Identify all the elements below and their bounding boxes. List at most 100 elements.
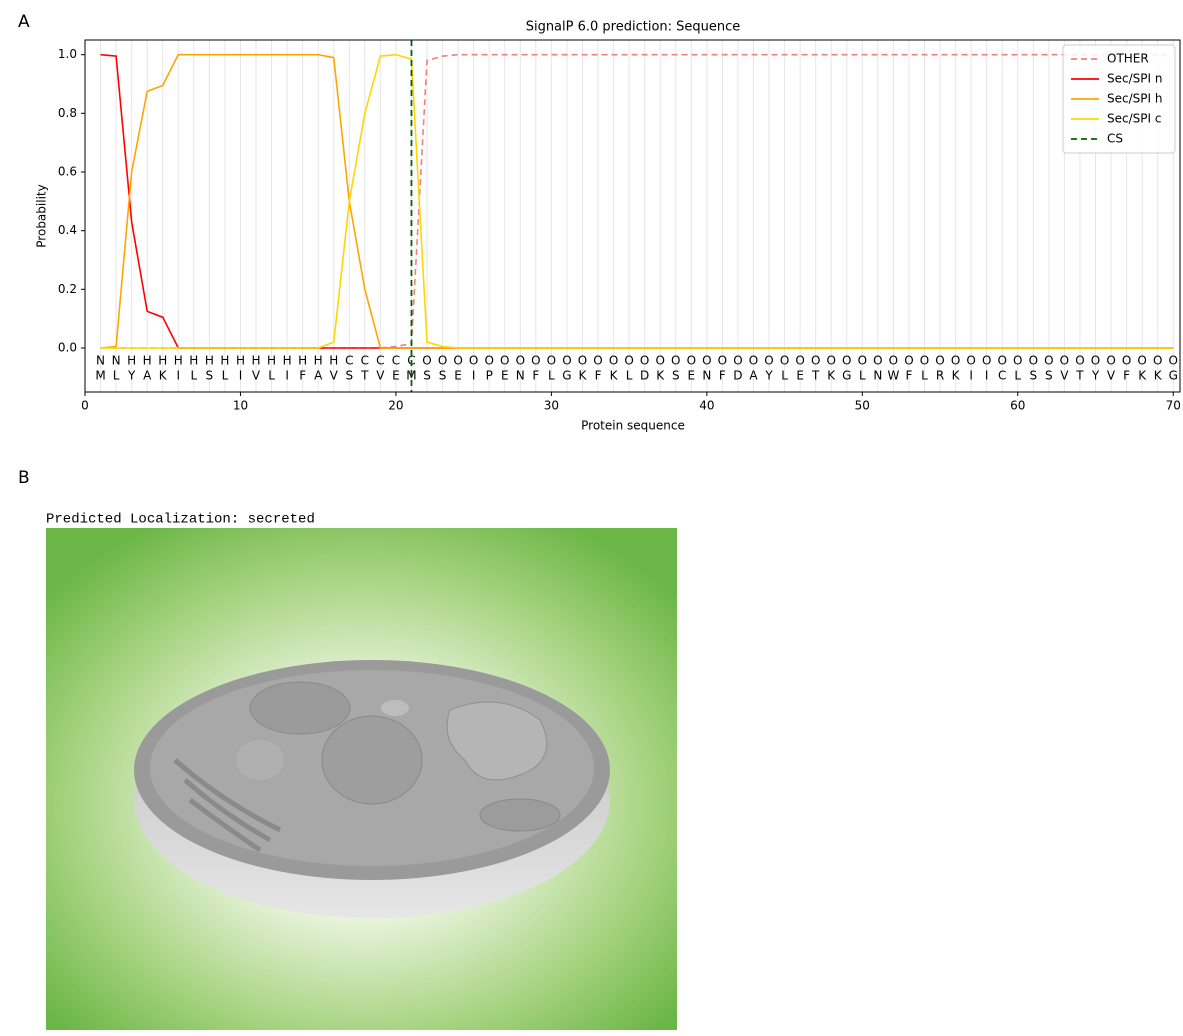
residue-label: R: [936, 369, 944, 383]
residue-label: S: [1029, 369, 1037, 383]
residue-label: I: [285, 369, 289, 383]
region-label: O: [438, 354, 447, 368]
localization-text: Predicted Localization: secreted: [46, 512, 315, 528]
region-label: H: [267, 354, 276, 368]
region-label: O: [1169, 354, 1178, 368]
x-tick-label: 40: [699, 399, 714, 413]
residue-label: S: [345, 369, 353, 383]
region-label: H: [314, 354, 323, 368]
residue-label: L: [781, 369, 788, 383]
residue-label: T: [811, 369, 820, 383]
region-label: O: [1060, 354, 1069, 368]
residue-label: G: [1169, 369, 1178, 383]
residue-label: A: [749, 369, 758, 383]
panel-label: A: [18, 12, 30, 32]
residue-label: V: [330, 369, 339, 383]
residue-label: S: [206, 369, 214, 383]
region-label: H: [143, 354, 152, 368]
region-label: O: [966, 354, 975, 368]
region-label: O: [873, 354, 882, 368]
region-label: O: [624, 354, 633, 368]
residue-label: T: [360, 369, 369, 383]
region-label: O: [500, 354, 509, 368]
region-label: O: [1137, 354, 1146, 368]
region-label: C: [361, 354, 369, 368]
residue-label: E: [501, 369, 509, 383]
x-tick-label: 30: [544, 399, 559, 413]
residue-label: E: [796, 369, 804, 383]
residue-label: T: [1075, 369, 1084, 383]
region-label: O: [593, 354, 602, 368]
region-label: O: [547, 354, 556, 368]
residue-label: N: [702, 369, 711, 383]
region-label: O: [811, 354, 820, 368]
region-label: H: [220, 354, 229, 368]
region-label: H: [298, 354, 307, 368]
residue-label: K: [827, 369, 836, 383]
y-axis-label: Probability: [35, 184, 49, 247]
region-label: H: [205, 354, 214, 368]
residue-label: L: [190, 369, 197, 383]
panel-label: B: [18, 468, 30, 488]
region-label: N: [96, 354, 105, 368]
x-tick-label: 70: [1166, 399, 1181, 413]
legend-label: Sec/SPI c: [1107, 112, 1161, 126]
region-label: H: [127, 354, 136, 368]
legend-label: Sec/SPI h: [1107, 92, 1162, 106]
residue-label: A: [143, 369, 152, 383]
residue-label: K: [1138, 369, 1147, 383]
series-line: [101, 55, 1174, 348]
residue-label: L: [113, 369, 120, 383]
residue-label: F: [719, 369, 726, 383]
region-label: H: [189, 354, 198, 368]
chart-title: SignalP 6.0 prediction: Sequence: [526, 20, 741, 35]
region-label: O: [997, 354, 1006, 368]
residue-label: I: [985, 369, 989, 383]
region-label: O: [1153, 354, 1162, 368]
residue-label: S: [672, 369, 680, 383]
region-label: O: [1091, 354, 1100, 368]
legend-label: CS: [1107, 132, 1123, 146]
region-label: O: [889, 354, 898, 368]
y-tick-label: 0.4: [58, 223, 77, 237]
region-label: O: [655, 354, 664, 368]
region-label: O: [1075, 354, 1084, 368]
legend-label: Sec/SPI n: [1107, 72, 1162, 86]
residue-label: D: [733, 369, 742, 383]
plot-frame: [85, 40, 1180, 392]
region-label: O: [935, 354, 944, 368]
residue-label: K: [610, 369, 619, 383]
y-tick-label: 1.0: [58, 47, 77, 61]
region-label: O: [702, 354, 711, 368]
residue-label: W: [887, 369, 899, 383]
residue-label: E: [688, 369, 696, 383]
residue-label: E: [392, 369, 400, 383]
region-label: H: [158, 354, 167, 368]
legend-label: OTHER: [1107, 52, 1149, 66]
residue-label: I: [177, 369, 181, 383]
residue-label: I: [472, 369, 476, 383]
region-label: O: [1013, 354, 1022, 368]
x-tick-label: 60: [1010, 399, 1025, 413]
region-label: N: [112, 354, 121, 368]
region-label: O: [733, 354, 742, 368]
residue-label: F: [1123, 369, 1130, 383]
region-label: O: [1122, 354, 1131, 368]
residue-label: L: [222, 369, 229, 383]
y-tick-label: 0.0: [58, 341, 77, 355]
region-label: O: [453, 354, 462, 368]
x-tick-label: 20: [388, 399, 403, 413]
residue-label: F: [905, 369, 912, 383]
region-label: O: [1106, 354, 1115, 368]
region-label: O: [531, 354, 540, 368]
region-label: O: [764, 354, 773, 368]
region-label: H: [236, 354, 245, 368]
residue-label: V: [376, 369, 385, 383]
x-tick-label: 10: [233, 399, 248, 413]
residue-label: L: [548, 369, 555, 383]
residue-label: F: [532, 369, 539, 383]
residue-label: Y: [127, 369, 136, 383]
region-label: O: [904, 354, 913, 368]
residue-label: F: [299, 369, 306, 383]
residue-label: M: [95, 369, 105, 383]
